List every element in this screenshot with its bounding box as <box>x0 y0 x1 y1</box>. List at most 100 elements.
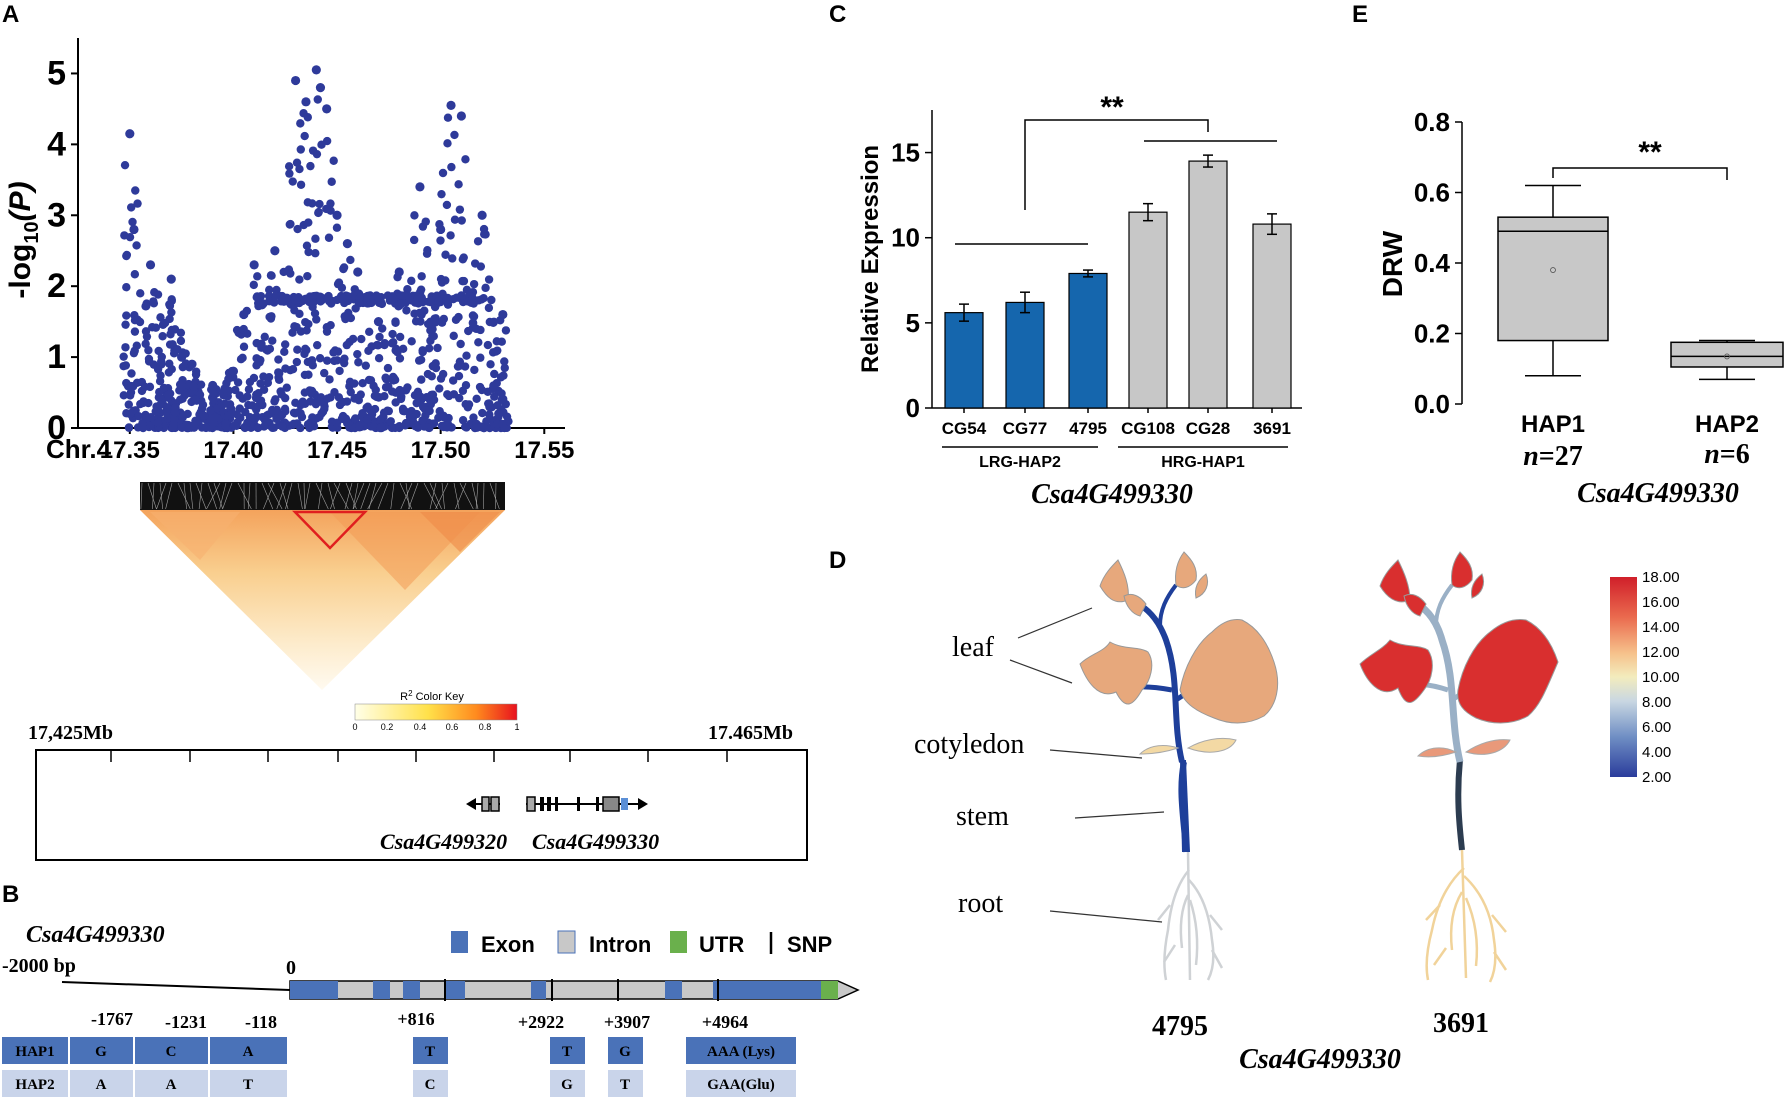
hap2-allele: GAA(Glu) <box>707 1077 775 1093</box>
scatter-point <box>388 329 397 339</box>
scatter-point <box>165 300 174 309</box>
scatter-point <box>177 381 187 391</box>
scatter-point <box>496 373 506 382</box>
legend-utr-swatch <box>670 931 687 953</box>
y-tick-label: 5 <box>906 308 920 338</box>
drw-box-plot: 0.0 0.2 0.4 0.6 0.8 DRW HAP1 HAP2 n=27 n=6 *… <box>1377 107 1784 509</box>
y-tick-label: 0 <box>47 409 66 447</box>
scatter-point <box>418 402 428 412</box>
scatter-point <box>378 324 387 333</box>
scatter-point <box>500 423 509 433</box>
scatter-point <box>337 283 347 292</box>
scatter-point <box>220 384 229 393</box>
scatter-point <box>356 390 365 399</box>
scatter-point <box>498 309 508 320</box>
scatter-point <box>129 224 139 235</box>
scatter-point <box>133 199 142 208</box>
gene-region: 17,425Mb 17.465Mb Csa4G4 <box>28 722 808 861</box>
scatter-point <box>271 395 280 404</box>
scatter-point <box>167 364 176 374</box>
scatter-point <box>228 366 239 376</box>
scatter-point <box>502 412 512 421</box>
scatter-point <box>322 327 332 336</box>
scatter-point <box>438 369 448 379</box>
scatter-point <box>358 379 367 388</box>
scatter-point <box>334 393 344 402</box>
scatter-point <box>410 211 419 220</box>
scatter-point <box>369 422 378 431</box>
scatter-point <box>304 247 313 257</box>
scatter-point <box>387 423 397 433</box>
error-bar <box>1083 269 1093 278</box>
scatter-point <box>376 423 385 432</box>
snp-marks <box>444 979 719 1001</box>
scatter-point <box>350 379 359 388</box>
scatter-point <box>235 391 244 400</box>
scatter-point <box>416 392 425 401</box>
scatter-point <box>332 210 342 220</box>
snp-position: +2922 <box>518 1012 564 1032</box>
scatter-point <box>293 224 302 234</box>
scatter-point <box>428 331 437 340</box>
scatter-point <box>449 390 459 399</box>
hap1-allele: C <box>166 1044 177 1060</box>
scatter-point <box>435 407 444 416</box>
cotyledon-right <box>1464 739 1511 755</box>
scatter-point <box>293 345 302 354</box>
scatter-point <box>484 399 493 408</box>
legend-exon-label: Exon <box>481 932 535 957</box>
promoter-start-label: -2000 bp <box>2 955 76 977</box>
hap2-allele: G <box>561 1077 573 1093</box>
scatter-point <box>353 349 362 359</box>
scatter-point <box>315 199 324 209</box>
chr-label: Chr.4 <box>46 434 112 464</box>
scatter-point <box>446 231 455 240</box>
scatter-point <box>483 387 492 396</box>
x-tick-label: 17.35 <box>100 437 160 464</box>
scatter-point <box>300 370 310 380</box>
scatter-point <box>439 413 448 422</box>
scatter-point <box>320 368 329 378</box>
colorbar <box>1610 577 1637 777</box>
x-tick-label: CG28 <box>1186 419 1230 438</box>
scatter-point <box>144 346 153 355</box>
scatter-point <box>500 363 509 373</box>
scatter-point <box>311 234 320 243</box>
scatter-point <box>296 400 305 410</box>
scatter-point <box>253 272 262 281</box>
scatter-point <box>144 354 154 364</box>
scatter-point <box>482 417 491 426</box>
snp-position: +3907 <box>604 1012 650 1032</box>
scatter-point <box>484 275 494 284</box>
scatter-point <box>409 235 419 245</box>
snp-positions: -1767 -1231 -118 +816 +2922 +3907 +4964 <box>91 1009 748 1032</box>
scatter-point <box>458 276 467 286</box>
label-leaf: leaf <box>952 632 995 663</box>
leaf-left <box>1359 639 1433 703</box>
scatter-point <box>429 419 439 428</box>
scatter-point <box>447 162 456 172</box>
scatter-point <box>415 182 425 192</box>
colorbar-tick: 12.00 <box>1642 644 1680 661</box>
scatter-point <box>295 275 304 284</box>
scatter-point <box>162 402 171 412</box>
y-ticks: 0 5 10 15 <box>891 138 932 423</box>
scatter-point <box>132 241 141 250</box>
x-ticks: 17.35 17.40 17.45 17.50 17.55 <box>100 428 574 464</box>
scatter-point <box>178 413 187 422</box>
scatter-point <box>249 260 259 270</box>
scatter-point <box>269 298 279 307</box>
bar <box>1128 211 1168 409</box>
hap2-allele: A <box>96 1077 107 1093</box>
scatter-point <box>260 332 269 342</box>
scatter-point <box>474 338 483 347</box>
gene-label-csa4g499330: Csa4G499330 <box>532 829 659 854</box>
legend-intron-swatch <box>557 930 576 954</box>
scatter-point <box>304 218 313 227</box>
y-tick-label: 0.0 <box>1414 389 1450 419</box>
scatter-point <box>456 339 465 349</box>
scatter-point <box>224 374 233 384</box>
scatter-point <box>387 295 396 304</box>
scatter-point <box>303 420 313 429</box>
scatter-point <box>449 331 458 341</box>
